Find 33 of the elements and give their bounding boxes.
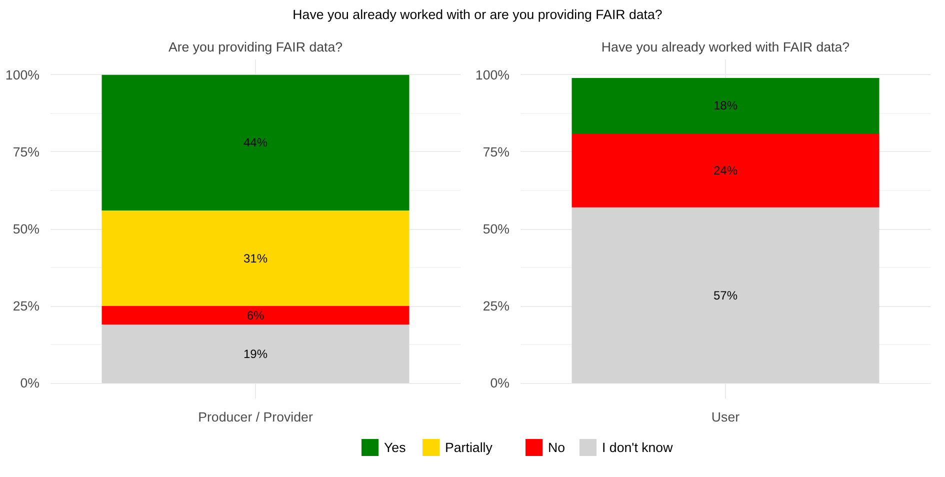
data-label: 31% — [243, 251, 268, 266]
data-label: 18% — [713, 98, 738, 113]
y-tick-label: 50% — [482, 222, 510, 236]
y-tick-label: 25% — [12, 298, 40, 314]
chart-title: Have you already worked with or are you providing FAIR data? — [292, 6, 662, 24]
bar — [572, 133, 880, 208]
y-tick-label: 0% — [20, 376, 40, 391]
chart-subtitle: Are you providing FAIR data? — [168, 40, 343, 54]
legend-label: Yes — [384, 440, 406, 455]
legend-label: No — [548, 440, 566, 455]
legend-label: I don't know — [602, 440, 674, 455]
bar — [102, 306, 410, 325]
bar — [572, 78, 880, 134]
data-label: 6% — [246, 308, 264, 322]
data-label: 19% — [243, 346, 268, 361]
y-tick-label: 75% — [482, 144, 510, 160]
y-tick-label: 50% — [12, 222, 40, 236]
x-tick-label: User — [711, 410, 740, 424]
bar — [102, 74, 410, 211]
y-tick-label: 25% — [482, 298, 510, 314]
bar — [572, 207, 880, 384]
chart-subtitle: Have you already worked with FAIR data? — [601, 40, 850, 54]
y-tick-label: 75% — [12, 144, 40, 160]
bar — [102, 324, 410, 384]
legend-label: Partially — [445, 440, 493, 455]
data-label: 24% — [713, 163, 738, 178]
y-tick-label: 0% — [490, 376, 510, 391]
y-tick-label: 100% — [475, 67, 510, 82]
data-label: 57% — [713, 288, 738, 302]
bar — [102, 210, 410, 306]
y-tick-label: 100% — [5, 67, 40, 82]
data-label: 44% — [243, 136, 268, 150]
x-tick-label: Producer / Provider — [198, 410, 314, 424]
